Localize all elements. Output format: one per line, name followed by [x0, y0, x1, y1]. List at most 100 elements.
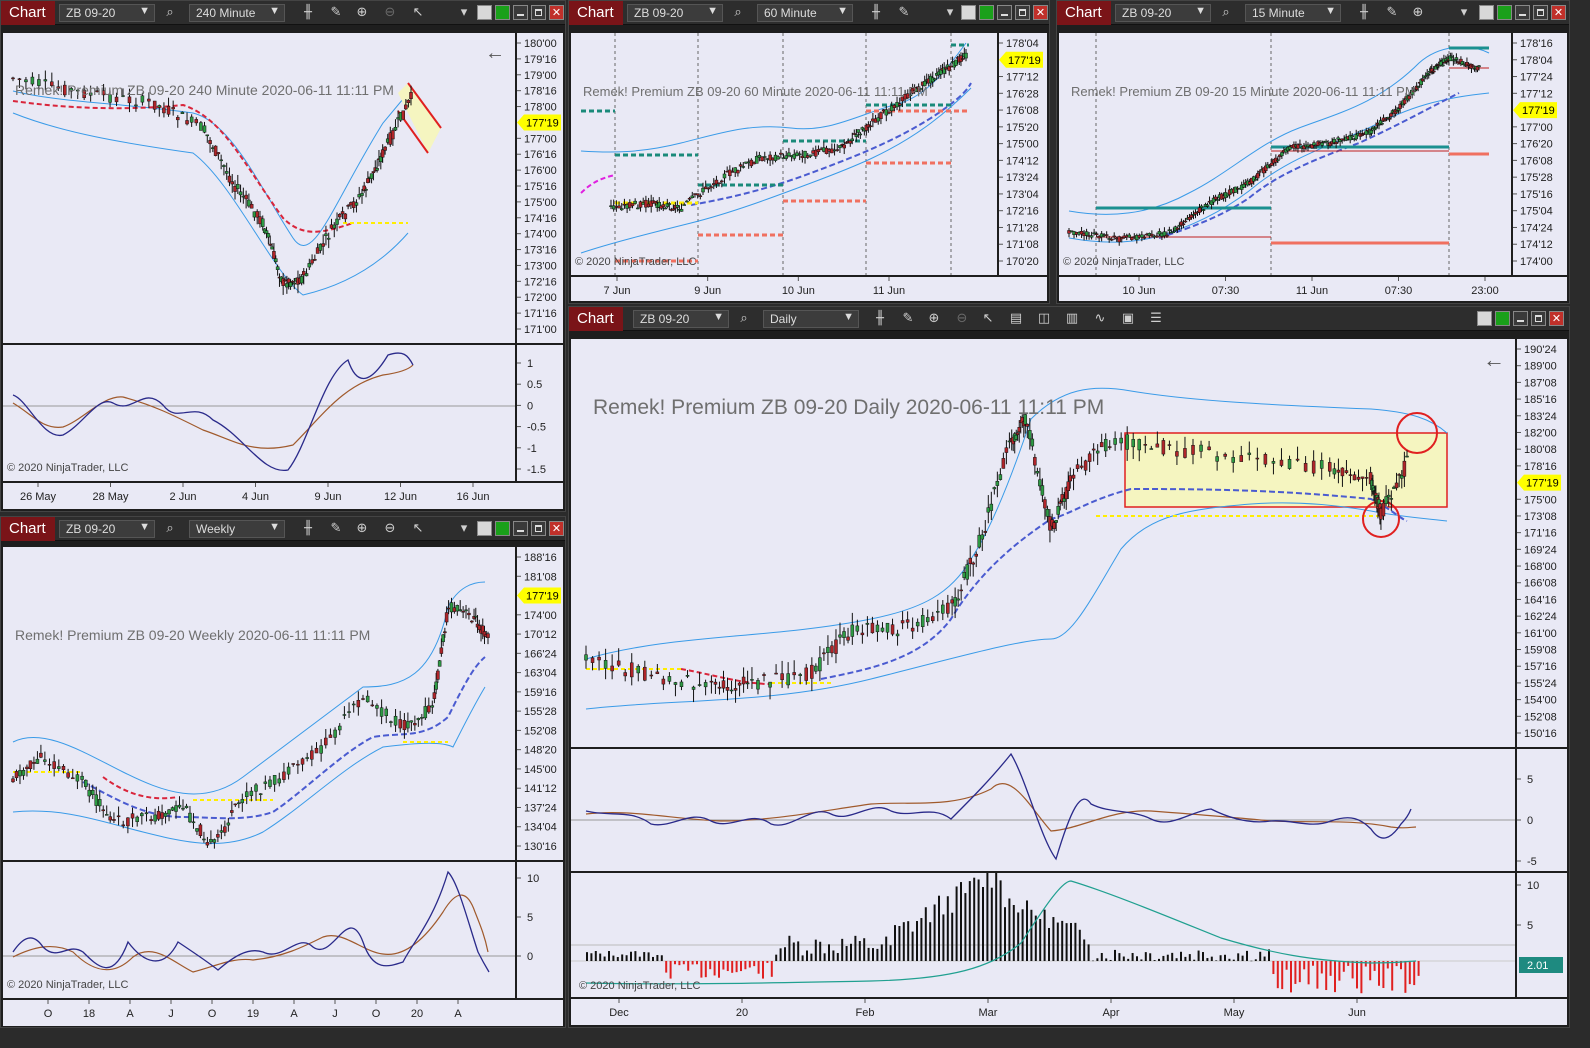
- close-icon[interactable]: ✕: [549, 5, 564, 20]
- interval-select[interactable]: Daily ▼: [763, 310, 859, 328]
- chevron-down-icon[interactable]: ▾: [946, 5, 954, 20]
- interval-select[interactable]: 15 Minute ▼: [1245, 4, 1341, 22]
- histogram-bar: [942, 914, 945, 961]
- candle-body: [780, 673, 784, 681]
- candle-body: [57, 766, 61, 769]
- link-button[interactable]: [495, 521, 510, 536]
- minimize-icon[interactable]: [1513, 311, 1528, 326]
- maximize-icon[interactable]: [1533, 5, 1548, 20]
- pointer-icon[interactable]: ↖: [982, 311, 994, 326]
- pencil-icon[interactable]: ✎: [1386, 5, 1398, 20]
- window-color-button[interactable]: [1477, 311, 1492, 326]
- chevron-down-icon[interactable]: ▾: [460, 5, 468, 20]
- search-icon[interactable]: ⌕: [740, 311, 748, 326]
- instrument-select[interactable]: ZB 09-20 ▼: [1115, 4, 1211, 22]
- data-box-icon[interactable]: ▤: [1009, 311, 1023, 326]
- minimize-icon[interactable]: [1515, 5, 1530, 20]
- bar-style-icon[interactable]: ╫: [876, 311, 884, 326]
- zoom-out-icon[interactable]: ⊖: [956, 311, 968, 326]
- bar-style-icon[interactable]: ╫: [872, 5, 880, 20]
- price-axis-svg: 190'24 189'00 187'08 185'16 183'24 182'00 180'…: [1517, 344, 1561, 740]
- close-icon[interactable]: ✕: [1551, 5, 1566, 20]
- chart-tab[interactable]: Chart: [1057, 1, 1111, 25]
- window-color-button[interactable]: [1479, 5, 1494, 20]
- window-color-button[interactable]: [477, 5, 492, 20]
- link-button[interactable]: [1495, 311, 1510, 326]
- link-button[interactable]: [495, 5, 510, 20]
- chevron-down-icon[interactable]: ▾: [1460, 5, 1468, 20]
- maximize-icon[interactable]: [531, 521, 546, 536]
- instrument-select[interactable]: ZB 09-20 ▼: [59, 520, 155, 538]
- zoom-in-icon[interactable]: ⊕: [928, 311, 940, 326]
- search-icon[interactable]: ⌕: [1222, 5, 1230, 20]
- candle-body: [657, 202, 662, 208]
- close-icon[interactable]: ✕: [1549, 311, 1564, 326]
- price-tick-label: 166'08: [1524, 578, 1557, 590]
- window-color-button[interactable]: [961, 5, 976, 20]
- properties-icon[interactable]: ◫: [1037, 311, 1051, 326]
- candle-body: [1354, 134, 1358, 140]
- menu-list-icon[interactable]: ☰: [1150, 311, 1162, 326]
- pencil-icon[interactable]: ✎: [330, 5, 342, 20]
- zoom-in-icon[interactable]: ⊕: [1412, 5, 1424, 20]
- pointer-icon[interactable]: ↖: [412, 521, 424, 536]
- chevron-down-icon[interactable]: ▾: [460, 521, 468, 536]
- zoom-out-icon[interactable]: ⊖: [384, 5, 396, 20]
- search-icon[interactable]: ⌕: [734, 5, 742, 20]
- candle-body: [1155, 235, 1159, 238]
- pencil-icon[interactable]: ✎: [902, 311, 914, 326]
- chart-tab[interactable]: Chart: [1, 1, 55, 25]
- maximize-icon[interactable]: [1531, 311, 1546, 326]
- chevron-down-icon: ▼: [1325, 5, 1336, 17]
- candle-body: [737, 682, 742, 686]
- strategies-icon[interactable]: ▥: [1065, 311, 1079, 326]
- bar-style-icon[interactable]: ╫: [1360, 5, 1368, 20]
- candle-body: [283, 279, 287, 282]
- bar-style-icon[interactable]: ╫: [304, 521, 312, 536]
- back-arrow-icon[interactable]: ←: [485, 42, 505, 64]
- window-color-button[interactable]: [477, 521, 492, 536]
- interval-select[interactable]: Weekly ▼: [189, 520, 285, 538]
- instrument-select[interactable]: ZB 09-20 ▼: [59, 4, 155, 22]
- candle-body: [890, 624, 895, 635]
- chart-tab[interactable]: Chart: [569, 307, 623, 331]
- bar-style-icon[interactable]: ╫: [304, 5, 312, 20]
- chart-tab[interactable]: Chart: [569, 1, 623, 25]
- pencil-icon[interactable]: ✎: [330, 521, 342, 536]
- interval-select[interactable]: 60 Minute ▼: [757, 4, 853, 22]
- minimize-icon[interactable]: [513, 5, 528, 20]
- search-icon[interactable]: ⌕: [166, 521, 174, 536]
- candle-body: [205, 134, 210, 137]
- price-tick-label: 170'20: [1006, 256, 1039, 268]
- interval-select[interactable]: 240 Minute ▼: [189, 4, 285, 22]
- close-icon[interactable]: ✕: [549, 521, 564, 536]
- price-tick-label: 178'04: [1006, 38, 1039, 50]
- search-icon[interactable]: ⌕: [166, 5, 174, 20]
- zoom-in-icon[interactable]: ⊕: [356, 521, 368, 536]
- candle-body: [838, 145, 842, 149]
- candle-body: [30, 76, 35, 85]
- candle-body: [94, 794, 99, 806]
- instrument-select[interactable]: ZB 09-20 ▼: [627, 4, 723, 22]
- candle-body: [313, 259, 317, 261]
- candle-body: [371, 171, 376, 174]
- link-button[interactable]: [1497, 5, 1512, 20]
- maximize-icon[interactable]: [531, 5, 546, 20]
- price-tick-label: 155'24: [1524, 678, 1557, 690]
- minimize-icon[interactable]: [513, 521, 528, 536]
- minimize-icon[interactable]: [997, 5, 1012, 20]
- indicators-icon[interactable]: ∿: [1094, 311, 1106, 326]
- zoom-in-icon[interactable]: ⊕: [356, 5, 368, 20]
- zoom-out-icon[interactable]: ⊖: [384, 521, 396, 536]
- instrument-select[interactable]: ZB 09-20 ▼: [633, 310, 729, 328]
- pointer-icon[interactable]: ↖: [412, 5, 424, 20]
- candle-body: [959, 589, 963, 592]
- pencil-icon[interactable]: ✎: [898, 5, 910, 20]
- back-arrow-icon[interactable]: ←: [1483, 347, 1505, 372]
- chart-tab[interactable]: Chart: [1, 517, 55, 541]
- link-button[interactable]: [979, 5, 994, 20]
- templates-icon[interactable]: ▣: [1121, 311, 1135, 326]
- close-icon[interactable]: ✕: [1033, 5, 1048, 20]
- candle-body: [701, 187, 705, 193]
- maximize-icon[interactable]: [1015, 5, 1030, 20]
